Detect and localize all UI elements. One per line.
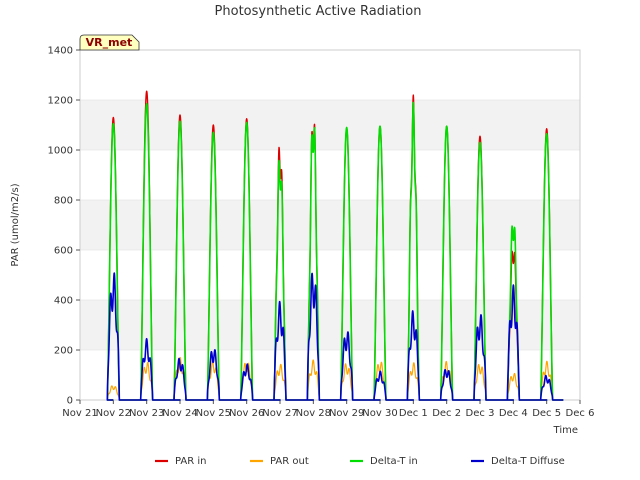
y-tick-label: 400 <box>54 296 73 307</box>
x-tick-label: Nov 28 <box>296 408 331 419</box>
badge-box <box>79 34 140 51</box>
x-tick-label: Dec 6 <box>566 408 595 419</box>
badge-label: VR_met <box>86 36 133 49</box>
legend-label: PAR in <box>175 456 206 467</box>
grid-band <box>80 300 580 350</box>
x-tick-label: Nov 21 <box>62 408 97 419</box>
y-axis: 0 200 400 600 800 1000 1200 1400 <box>48 46 80 407</box>
x-tick-label: Nov 30 <box>362 408 397 419</box>
series-delta-t-diffuse-line <box>106 272 564 401</box>
x-tick-label: Dec 3 <box>466 408 495 419</box>
grid-bands <box>80 49 580 401</box>
x-tick-label: Nov 24 <box>162 408 197 419</box>
x-tick-label: Nov 27 <box>262 408 297 419</box>
x-axis-label: Time <box>553 425 578 436</box>
legend-label: PAR out <box>270 456 309 467</box>
y-tick-label: 1000 <box>48 146 73 157</box>
legend-label: Delta-T in <box>370 456 418 467</box>
chart-title: Photosynthetic Active Radiation <box>215 4 422 19</box>
grid-band <box>80 100 580 150</box>
y-axis-label: PAR (umol/m2/s) <box>10 183 21 266</box>
x-tick-label: Dec 4 <box>499 408 528 419</box>
x-tick-label: Nov 25 <box>196 408 231 419</box>
legend-label: Delta-T Diffuse <box>491 456 565 467</box>
series-lines <box>106 90 564 401</box>
x-tick-label: Nov 26 <box>229 408 264 419</box>
y-tick-label: 800 <box>54 196 73 207</box>
legend: PAR in PAR out Delta-T in Delta-T Diffuse <box>155 456 565 467</box>
y-tick-label: 600 <box>54 246 73 257</box>
x-tick-label: Dec 2 <box>432 408 461 419</box>
grid-band <box>80 200 580 250</box>
x-tick-label: Nov 23 <box>129 408 164 419</box>
x-tick-label: Nov 22 <box>96 408 131 419</box>
y-tick-label: 1200 <box>48 96 73 107</box>
y-tick-label: 200 <box>54 346 73 357</box>
y-tick-label: 1400 <box>48 46 73 57</box>
x-tick-label: Dec 5 <box>532 408 561 419</box>
x-tick-label: Dec 1 <box>399 408 428 419</box>
y-tick-label: 0 <box>67 396 73 407</box>
x-tick-label: Nov 29 <box>329 408 364 419</box>
vr-met-badge: VR_met <box>79 34 140 51</box>
